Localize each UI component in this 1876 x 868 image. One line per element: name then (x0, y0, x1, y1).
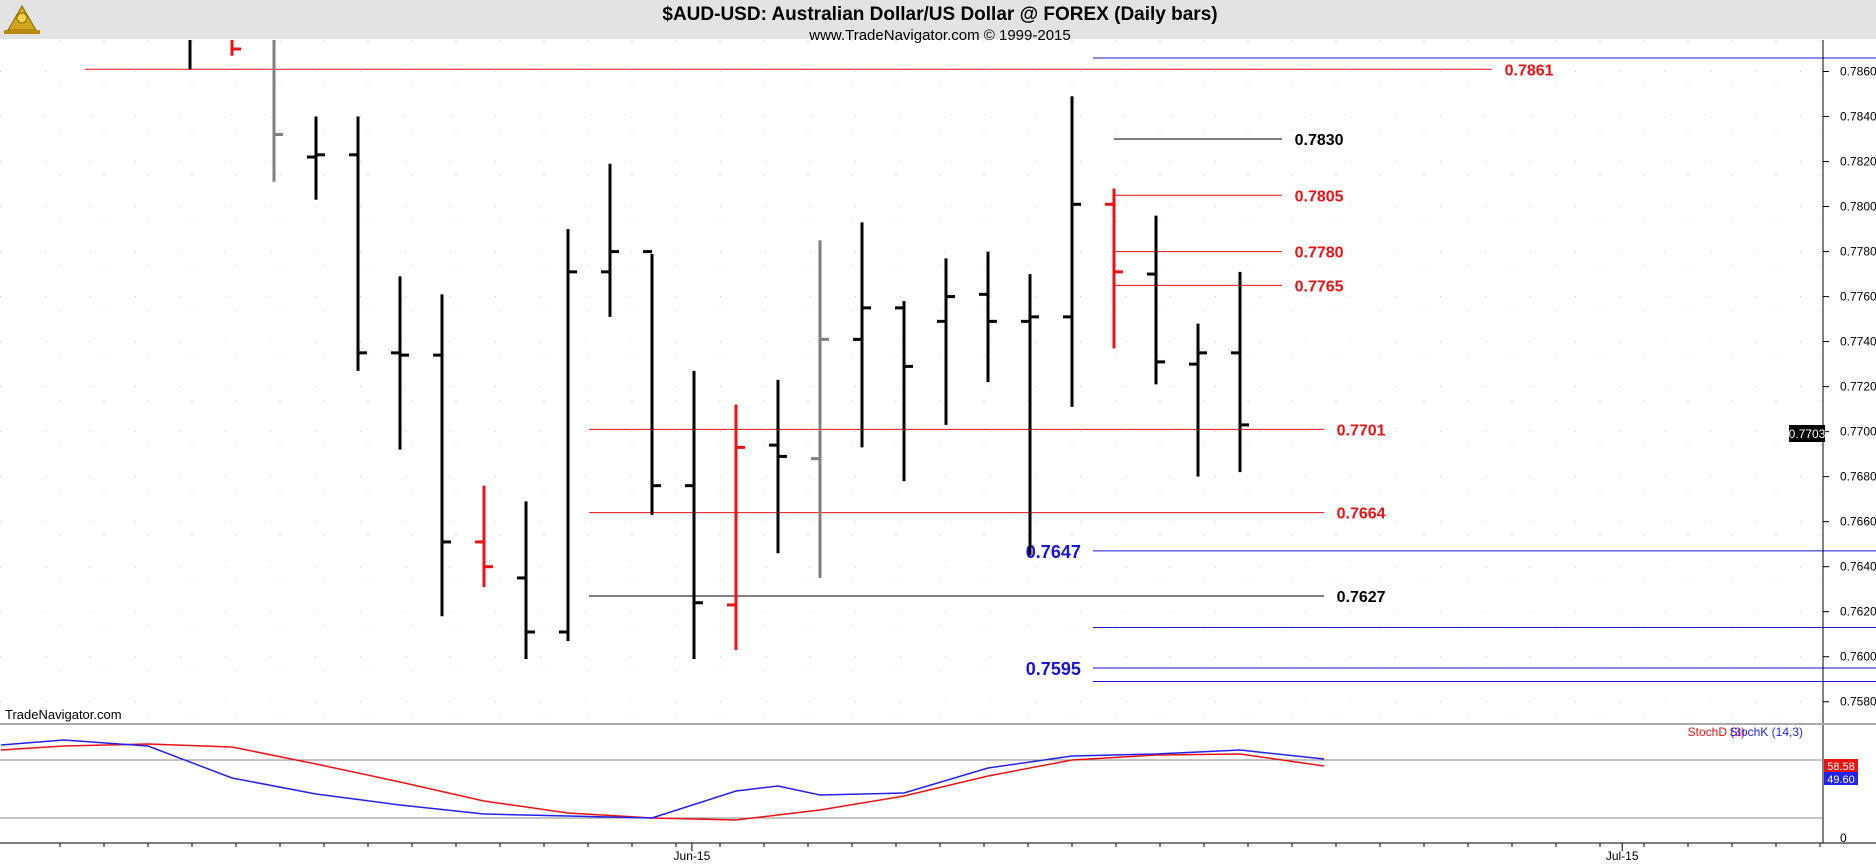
ohlc-bar (349, 116, 367, 371)
ohlc-bar (811, 240, 829, 578)
ohlc-bar (727, 404, 745, 650)
ohlc-bar (1063, 96, 1081, 407)
y-tick-label: 0.7580 (1840, 695, 1876, 709)
level-label: 0.7805 (1295, 188, 1344, 205)
chart-title: $AUD-USD: Australian Dollar/US Dollar @ … (662, 4, 1217, 25)
chart-subtitle: www.TradeNavigator.com © 1999-2015 (808, 27, 1070, 44)
level-label: 0.7647 (1026, 542, 1081, 562)
stoch-y-tick-label: 0 (1840, 831, 1847, 845)
ohlc-bar (230, 40, 241, 56)
ohlc-bar (391, 276, 409, 450)
ohlc-bar (517, 501, 535, 659)
legend-stoch-k: StochK (14,3) (1730, 725, 1803, 739)
stoch-lines (0, 739, 1325, 821)
level-label: 0.7830 (1295, 132, 1344, 149)
price-bars (188, 40, 1249, 659)
level-label: 0.7664 (1337, 506, 1386, 523)
stoch-series-line (0, 739, 1325, 819)
ohlc-bar (1147, 215, 1165, 385)
ohlc-bar (979, 251, 997, 383)
date-axis: Jun-15 Jul-15 (59, 843, 1821, 863)
last-price-marker: 0.7703 (1789, 425, 1826, 442)
sextant-logo-icon (4, 5, 40, 34)
ohlc-bar (643, 250, 661, 515)
last-price-label: 0.7703 (1789, 427, 1826, 441)
y-tick-label: 0.7600 (1840, 650, 1876, 664)
ohlc-bar (937, 258, 955, 425)
ohlc-bar (1189, 323, 1207, 477)
stoch-d-last: 58.58 (1827, 761, 1855, 773)
ohlc-bar (1021, 274, 1039, 556)
ohlc-bar (685, 370, 703, 659)
y-tick-label: 0.7720 (1840, 380, 1876, 394)
stoch-last-values: 58.58 49.60 (1824, 759, 1858, 786)
y-tick-label: 0.7780 (1840, 245, 1876, 259)
stoch-grid: 0 (0, 759, 1847, 845)
level-label: 0.7627 (1337, 589, 1386, 606)
stoch-k-last: 49.60 (1827, 774, 1855, 786)
level-label: 0.7765 (1295, 278, 1344, 295)
ohlc-bar (559, 229, 577, 641)
ohlc-bar (307, 116, 325, 200)
y-tick-label: 0.7820 (1840, 155, 1876, 169)
ohlc-bar (1105, 188, 1123, 349)
legend-stoch-d: StochD (3) (1688, 725, 1745, 739)
y-tick-label: 0.7640 (1840, 560, 1876, 574)
ohlc-bar (1231, 271, 1249, 473)
level-label: 0.7701 (1337, 422, 1386, 439)
ohlc-bar (601, 163, 619, 317)
y-tick-label: 0.7700 (1840, 425, 1876, 439)
y-tick-label: 0.7860 (1840, 65, 1876, 79)
ohlc-bar (272, 40, 283, 182)
x-tick-label: Jul-15 (1606, 849, 1639, 863)
y-tick-label: 0.7800 (1840, 200, 1876, 214)
y-tick-label: 0.7620 (1840, 605, 1876, 619)
y-tick-label: 0.7840 (1840, 110, 1876, 124)
y-tick-label: 0.7680 (1840, 470, 1876, 484)
x-tick-label: Jun-15 (674, 849, 711, 863)
level-label: 0.7780 (1295, 245, 1344, 262)
level-label: 0.7861 (1505, 62, 1554, 79)
level-label: 0.7595 (1026, 659, 1081, 679)
y-tick-label: 0.7660 (1840, 515, 1876, 529)
ohlc-bar (895, 301, 913, 482)
header-bar (0, 0, 1876, 39)
ohlc-bar (853, 222, 871, 448)
watermark: TradeNavigator.com (5, 707, 122, 722)
ohlc-bar (433, 294, 451, 617)
price-axis: 0.7580 0.7600 0.7620 0.7640 0.7660 0.7680 0.77… (1822, 40, 1876, 843)
price-levels: 0.78660.78610.78300.78050.77800.77650.77… (85, 57, 1876, 682)
y-tick-label: 0.7760 (1840, 290, 1876, 304)
y-tick-label: 0.7740 (1840, 335, 1876, 349)
ohlc-bar (475, 485, 493, 587)
ohlc-bar (769, 379, 787, 554)
